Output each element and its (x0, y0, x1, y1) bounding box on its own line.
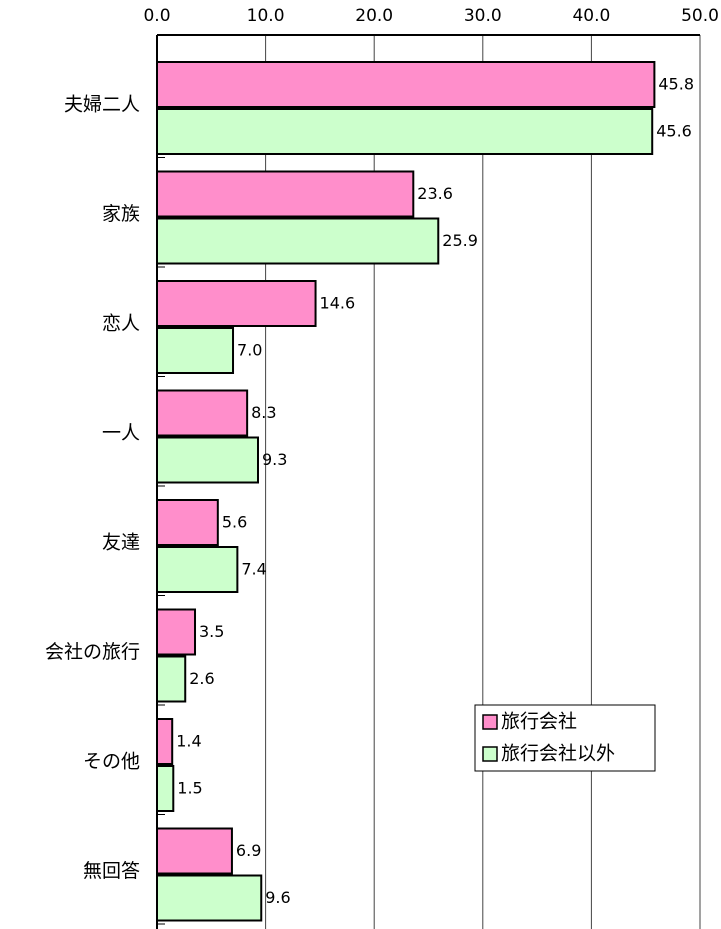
value-label: 5.6 (222, 513, 247, 532)
y-tick-label: 友達 (102, 531, 140, 553)
y-tick-label: 一人 (102, 422, 140, 444)
x-tick-label: 20.0 (355, 6, 393, 26)
value-label: 7.0 (237, 341, 262, 360)
value-label: 9.3 (262, 450, 287, 469)
value-label: 3.5 (199, 622, 224, 641)
bar (156, 655, 187, 703)
y-tick-label: その他 (83, 750, 140, 772)
value-label: 1.4 (176, 732, 201, 751)
legend-box (474, 704, 656, 772)
y-tick-label: 会社の旅行 (45, 641, 140, 663)
x-tick-label: 50.0 (681, 6, 719, 26)
bar (156, 327, 235, 374)
bar (156, 108, 654, 155)
bar (156, 765, 175, 812)
x-tick-label: 0.0 (143, 6, 170, 26)
y-tick-label: 夫婦二人 (64, 93, 140, 115)
value-label: 23.6 (417, 184, 453, 203)
y-tick-label: 恋人 (102, 312, 140, 334)
value-label: 2.6 (189, 669, 214, 688)
bar (156, 718, 174, 765)
x-tick-label: 30.0 (464, 6, 502, 26)
bar (156, 61, 656, 108)
value-label: 6.9 (236, 841, 261, 860)
value-label: 25.9 (442, 231, 478, 250)
value-label: 14.6 (320, 294, 356, 313)
bars (156, 61, 656, 922)
bar (156, 217, 440, 265)
y-tick-label: 無回答 (83, 860, 140, 882)
bar (156, 170, 415, 218)
bar (156, 389, 249, 437)
value-label: 7.4 (241, 560, 266, 579)
legend-label: 旅行会社 (501, 711, 577, 733)
legend-label: 旅行会社以外 (501, 743, 615, 765)
bar (156, 280, 317, 327)
value-label: 1.5 (177, 779, 202, 798)
bar (156, 874, 263, 922)
bar (156, 499, 219, 546)
bar (156, 827, 233, 875)
legend-swatch (482, 746, 498, 762)
value-label: 45.8 (658, 75, 694, 94)
legend-swatch (482, 714, 498, 730)
bar (156, 436, 259, 484)
y-tick-label: 家族 (102, 203, 140, 225)
value-label: 9.6 (265, 888, 290, 907)
bar (156, 608, 197, 656)
value-label: 8.3 (251, 403, 276, 422)
x-tick-label: 40.0 (572, 6, 610, 26)
bar (156, 546, 239, 593)
value-label: 45.6 (656, 122, 692, 141)
labels: 0.0 10.0 20.0 30.0 40.0 50.0 夫婦二人家族恋人一人友達会社の旅行… (45, 6, 719, 907)
x-tick-label: 10.0 (247, 6, 285, 26)
